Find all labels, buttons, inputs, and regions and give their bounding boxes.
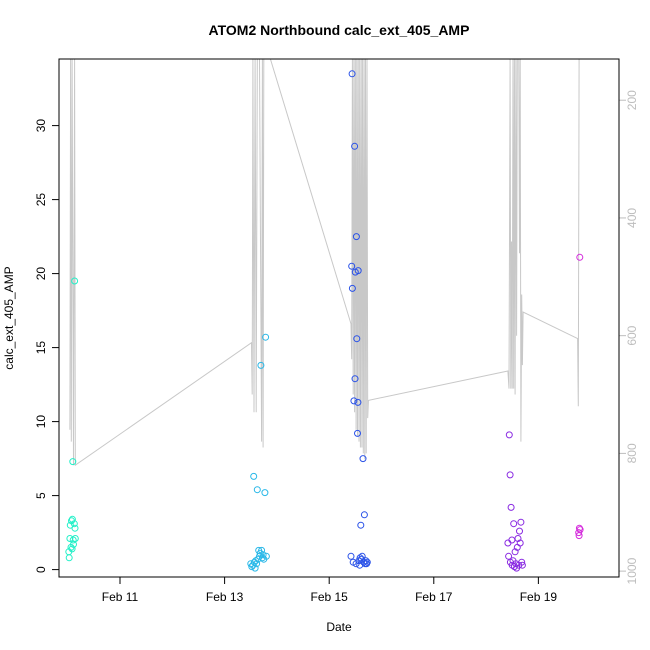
data-point (71, 277, 79, 285)
data-point (348, 284, 356, 292)
x-axis: Feb 11 Feb 13 Feb 15 Feb 17 Feb 19 (102, 576, 558, 604)
data-point (354, 267, 362, 275)
depth-line-layer (69, 58, 580, 467)
data-point (517, 518, 525, 526)
data-point (70, 520, 78, 528)
data-point (65, 554, 73, 562)
data-point (261, 489, 269, 497)
y-tick-label: 20 (34, 267, 48, 281)
data-point (354, 398, 362, 406)
data-point (505, 431, 513, 439)
data-point (258, 546, 266, 554)
data-point (508, 536, 516, 544)
data-point (71, 535, 79, 542)
x-tick-label: Feb 11 (102, 590, 139, 604)
data-point (352, 233, 360, 241)
y-tick-label: 30 (34, 119, 48, 133)
secondary-y-tick-label: 200 (625, 90, 639, 110)
data-point (359, 455, 367, 463)
x-tick-label: Feb 19 (520, 590, 558, 604)
data-point (510, 520, 518, 528)
data-point (351, 142, 359, 150)
data-point (259, 551, 267, 559)
data-point (353, 335, 361, 343)
data-point (69, 458, 77, 466)
data-point (251, 564, 259, 572)
secondary-y-axis: 200 400 600 800 1000 (618, 90, 639, 584)
secondary-y-tick-label: 1000 (625, 557, 639, 584)
x-tick-label: Feb 15 (311, 590, 349, 604)
data-point (351, 375, 359, 383)
y-tick-label: 25 (34, 193, 48, 207)
data-point (68, 515, 76, 523)
y-axis-label: calc_ext_405_AMP (2, 266, 16, 369)
data-point (69, 536, 77, 544)
data-point (262, 333, 270, 341)
data-point (516, 539, 524, 547)
data-point (347, 552, 355, 560)
data-point (350, 397, 358, 405)
data-point (516, 527, 523, 535)
data-point (257, 361, 265, 369)
data-point (68, 545, 76, 553)
secondary-y-tick-label: 800 (625, 443, 639, 463)
data-point (506, 471, 514, 479)
data-point (362, 557, 370, 565)
y-tick-label: 0 (34, 566, 48, 573)
data-point (360, 511, 368, 519)
depth-line (69, 58, 580, 467)
data-point (354, 429, 361, 437)
chart-title: ATOM2 Northbound calc_ext_405_AMP (209, 22, 470, 38)
data-point (576, 526, 584, 534)
secondary-y-tick-label: 400 (625, 208, 639, 228)
data-point (253, 560, 261, 568)
x-tick-label: Feb 17 (415, 590, 453, 604)
data-point (511, 548, 519, 556)
data-point (348, 262, 356, 270)
data-point (66, 535, 74, 542)
data-point (253, 486, 261, 494)
data-point (576, 253, 584, 261)
data-point (262, 552, 270, 560)
secondary-y-tick-label: 600 (625, 325, 639, 345)
plot-frame (58, 58, 620, 578)
data-point (518, 558, 526, 566)
data-point (357, 521, 365, 529)
data-point (348, 70, 356, 78)
data-point (504, 539, 512, 547)
y-tick-label: 5 (34, 492, 48, 499)
x-tick-label: Feb 13 (206, 590, 244, 604)
y-tick-label: 10 (34, 415, 48, 429)
data-point (258, 554, 266, 562)
x-axis-label: Date (326, 620, 352, 634)
data-point (363, 558, 371, 566)
data-point (250, 472, 258, 480)
data-point (518, 561, 526, 569)
data-point (507, 503, 515, 511)
y-tick-label: 15 (34, 341, 48, 355)
scatter-points-layer (65, 70, 584, 572)
data-point (71, 524, 79, 532)
y-axis: 0 5 10 15 20 25 30 (34, 119, 60, 573)
data-point (356, 554, 364, 562)
